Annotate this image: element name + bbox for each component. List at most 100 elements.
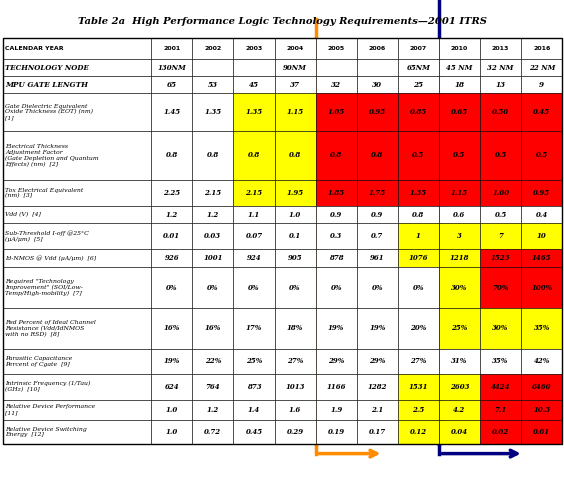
- Text: 2007: 2007: [410, 46, 427, 51]
- Text: Relative Device Performance
[11]: Relative Device Performance [11]: [5, 404, 95, 415]
- Text: 0.29: 0.29: [287, 428, 303, 436]
- Text: 7.1: 7.1: [495, 406, 507, 414]
- Text: 2.5: 2.5: [412, 406, 425, 414]
- Text: 30%: 30%: [451, 284, 468, 291]
- Text: 1282: 1282: [368, 383, 387, 391]
- Text: 2003: 2003: [245, 46, 263, 51]
- Text: 1.85: 1.85: [328, 189, 345, 197]
- Text: 16%: 16%: [205, 324, 221, 332]
- Text: 45: 45: [249, 81, 259, 89]
- Text: 17%: 17%: [246, 324, 262, 332]
- Text: 0.65: 0.65: [451, 108, 468, 116]
- Text: 0.5: 0.5: [495, 211, 507, 219]
- Text: 1166: 1166: [327, 383, 346, 391]
- Text: 4.2: 4.2: [453, 406, 466, 414]
- Text: 65NM: 65NM: [407, 63, 430, 72]
- Text: 13: 13: [496, 81, 506, 89]
- Text: 20%: 20%: [410, 324, 426, 332]
- Text: 1.2: 1.2: [207, 406, 219, 414]
- Text: 1.95: 1.95: [287, 189, 303, 197]
- Text: 16%: 16%: [164, 324, 180, 332]
- Text: Vdd (V)  [4]: Vdd (V) [4]: [5, 212, 41, 217]
- Text: 0.8: 0.8: [166, 151, 178, 159]
- Text: 2603: 2603: [450, 383, 469, 391]
- Text: 35%: 35%: [492, 357, 509, 365]
- Text: TECHNOLOGY NODE: TECHNOLOGY NODE: [5, 63, 89, 72]
- Text: 27%: 27%: [410, 357, 426, 365]
- Text: 0.03: 0.03: [204, 232, 222, 240]
- Text: Tox Electrical Equivalent
(nm)  [3]: Tox Electrical Equivalent (nm) [3]: [5, 188, 83, 199]
- Text: 1076: 1076: [409, 254, 428, 262]
- Text: 961: 961: [370, 254, 385, 262]
- Text: 0.7: 0.7: [371, 232, 384, 240]
- Text: 873: 873: [246, 383, 261, 391]
- Text: 0%: 0%: [289, 284, 301, 291]
- Text: 0.45: 0.45: [533, 108, 550, 116]
- Text: 65: 65: [167, 81, 177, 89]
- Text: 45 NM: 45 NM: [446, 63, 473, 72]
- Text: 0.12: 0.12: [410, 428, 427, 436]
- Text: 100%: 100%: [531, 284, 552, 291]
- Text: 4424: 4424: [491, 383, 510, 391]
- Text: 29%: 29%: [369, 357, 386, 365]
- Text: 1.00: 1.00: [492, 189, 509, 197]
- Text: 2001: 2001: [163, 46, 180, 51]
- Text: 1.0: 1.0: [166, 428, 178, 436]
- Text: 0.50: 0.50: [492, 108, 509, 116]
- Text: CALENDAR YEAR: CALENDAR YEAR: [5, 46, 64, 51]
- Text: 1.35: 1.35: [204, 108, 222, 116]
- Text: 22 NM: 22 NM: [528, 63, 555, 72]
- Text: 1.15: 1.15: [287, 108, 303, 116]
- Text: 0.8: 0.8: [248, 151, 260, 159]
- Text: 0.1: 0.1: [289, 232, 301, 240]
- Text: 2.15: 2.15: [204, 189, 222, 197]
- Text: 1.0: 1.0: [289, 211, 301, 219]
- Text: 70%: 70%: [492, 284, 509, 291]
- Text: 1.9: 1.9: [330, 406, 342, 414]
- Text: 6460: 6460: [532, 383, 552, 391]
- Text: Sub-Threshold I-off @25°C
(μA/μm)  [5]: Sub-Threshold I-off @25°C (μA/μm) [5]: [5, 230, 89, 242]
- Text: 0.07: 0.07: [245, 232, 263, 240]
- Text: 0.8: 0.8: [330, 151, 342, 159]
- Text: 130NM: 130NM: [157, 63, 186, 72]
- Text: 0.9: 0.9: [371, 211, 384, 219]
- Text: 1.35: 1.35: [245, 108, 263, 116]
- Text: 25%: 25%: [246, 357, 262, 365]
- Text: 0.02: 0.02: [492, 428, 509, 436]
- Text: 2006: 2006: [369, 46, 386, 51]
- Text: 1: 1: [416, 232, 421, 240]
- Text: 878: 878: [329, 254, 343, 262]
- Text: 1013: 1013: [285, 383, 305, 391]
- Text: 0.01: 0.01: [163, 232, 180, 240]
- Text: Gate Dielectric Equivalent
Oxide Thickness (EOT) (nm)
[1]: Gate Dielectric Equivalent Oxide Thickne…: [5, 104, 93, 120]
- Text: Parasitic Capacitance
Percent of Cgate  [9]: Parasitic Capacitance Percent of Cgate […: [5, 356, 72, 367]
- Text: 764: 764: [206, 383, 220, 391]
- Text: 2002: 2002: [204, 46, 222, 51]
- Text: 0%: 0%: [166, 284, 178, 291]
- Text: 0.5: 0.5: [536, 151, 548, 159]
- Text: 42%: 42%: [534, 357, 550, 365]
- Text: 1218: 1218: [450, 254, 469, 262]
- Text: 1.0: 1.0: [166, 406, 178, 414]
- Text: 19%: 19%: [369, 324, 386, 332]
- Text: 10: 10: [537, 232, 547, 240]
- Text: 0.04: 0.04: [451, 428, 468, 436]
- Text: 1.15: 1.15: [451, 189, 468, 197]
- Text: 1001: 1001: [203, 254, 223, 262]
- Text: Table 2a  High Performance Logic Technology Requirements—2001 ITRS: Table 2a High Performance Logic Technolo…: [77, 17, 487, 26]
- Text: 0.95: 0.95: [533, 189, 550, 197]
- Text: 1.45: 1.45: [163, 108, 180, 116]
- Text: 2.1: 2.1: [371, 406, 384, 414]
- Text: 0.72: 0.72: [204, 428, 222, 436]
- Text: 0.8: 0.8: [207, 151, 219, 159]
- Text: 30: 30: [372, 81, 382, 89]
- Text: 0.6: 0.6: [453, 211, 466, 219]
- Text: 19%: 19%: [164, 357, 180, 365]
- Text: Intrinsic Frequency (1/Tau)
(GHz)  [10]: Intrinsic Frequency (1/Tau) (GHz) [10]: [5, 381, 90, 393]
- Text: 0.95: 0.95: [369, 108, 386, 116]
- Text: 0%: 0%: [248, 284, 260, 291]
- Text: 18%: 18%: [287, 324, 303, 332]
- Text: 0.01: 0.01: [533, 428, 550, 436]
- Text: 2.25: 2.25: [163, 189, 180, 197]
- Text: 30%: 30%: [492, 324, 509, 332]
